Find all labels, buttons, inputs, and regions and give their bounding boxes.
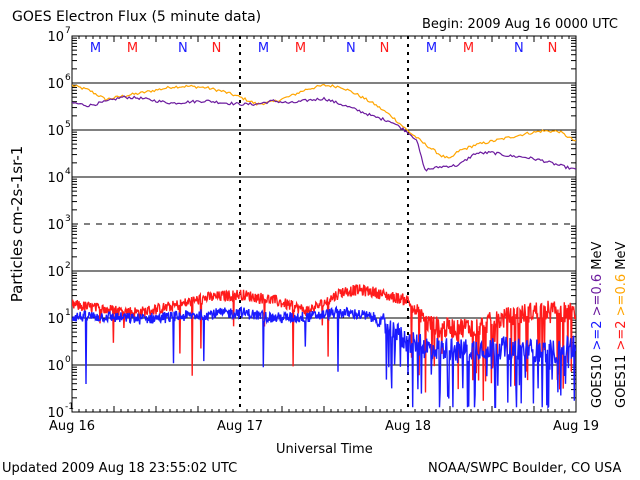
y-tick-label-1e7: 10 [47, 30, 64, 45]
legend-part: >=0.6 [590, 274, 605, 316]
begin-date: Begin: 2009 Aug 16 0000 UTC [422, 17, 618, 32]
y-tick-exp-1e4: 4 [65, 167, 71, 177]
x-tick-label: Aug 17 [217, 419, 263, 434]
legend-part: MeV [590, 242, 605, 274]
y-tick-exp-1e7: 7 [65, 26, 71, 36]
y-tick-label-1e-1: 10 [47, 406, 64, 421]
y-tick-exp-1e2: 2 [65, 261, 71, 271]
legend-goes11: GOES11 >=2 >=0.6 MeV [614, 242, 629, 408]
y-tick-exp-1e5: 5 [65, 120, 71, 130]
local-time-marker: N [212, 41, 222, 56]
y-tick-label-1e5: 10 [47, 124, 64, 139]
y-tick-exp-1e-1: -1 [65, 402, 74, 412]
local-time-marker: M [90, 41, 101, 56]
chart-title: GOES Electron Flux (5 minute data) [12, 9, 262, 25]
legend-part: >=2 [614, 316, 629, 354]
local-time-marker: N [178, 41, 188, 56]
x-axis-label: Universal Time [276, 442, 373, 457]
local-time-marker: M [127, 41, 138, 56]
legend-part: >=2 [590, 316, 605, 354]
y-tick-label-1e1: 10 [47, 312, 64, 327]
local-time-marker: N [346, 41, 356, 56]
legend-part: GOES10 [590, 355, 605, 408]
local-time-marker: M [426, 41, 437, 56]
local-time-marker: M [295, 41, 306, 56]
local-time-marker: M [463, 41, 474, 56]
legend-part: >=0.6 [614, 274, 629, 316]
y-tick-exp-1e6: 6 [65, 73, 71, 83]
y-tick-exp-1e0: 0 [65, 355, 71, 365]
source-credit: NOAA/SWPC Boulder, CO USA [428, 461, 622, 476]
series-line-1 [72, 95, 576, 172]
y-tick-exp-1e1: 1 [65, 308, 71, 318]
y-tick-label-1e3: 10 [47, 218, 64, 233]
local-time-marker: N [514, 41, 524, 56]
local-time-marker: N [548, 41, 558, 56]
y-axis-label: Particles cm-2s-1sr-1 [8, 146, 26, 303]
x-tick-label: Aug 18 [385, 419, 431, 434]
x-tick-label: Aug 16 [49, 419, 95, 434]
x-tick-label: Aug 19 [553, 419, 599, 434]
y-tick-exp-1e3: 3 [65, 214, 71, 224]
series-line-3 [72, 305, 576, 410]
y-tick-label-1e0: 10 [47, 359, 64, 374]
updated-timestamp: Updated 2009 Aug 18 23:55:02 UTC [2, 461, 238, 476]
local-time-marker: N [380, 41, 390, 56]
legend-goes10: GOES10 >=2 >=0.6 MeV [590, 242, 605, 408]
y-tick-label-1e6: 10 [47, 77, 64, 92]
legend-part: MeV [614, 242, 629, 274]
legend-part: GOES11 [614, 355, 629, 408]
series-line-2 [72, 284, 576, 401]
local-time-marker: M [258, 41, 269, 56]
y-tick-label-1e2: 10 [47, 265, 64, 280]
series-line-0 [72, 83, 576, 159]
y-tick-label-1e4: 10 [47, 171, 64, 186]
